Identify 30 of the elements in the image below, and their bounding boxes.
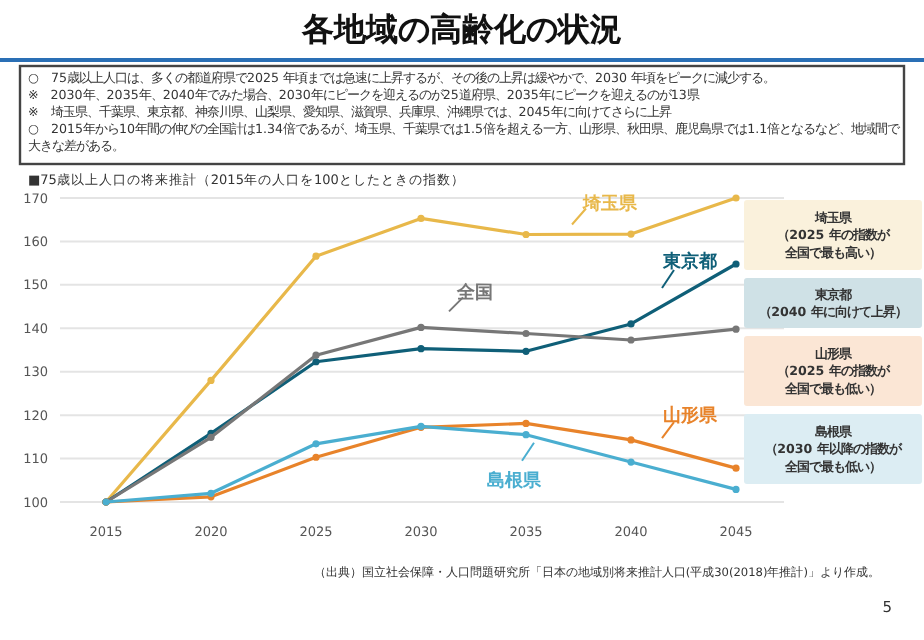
point [417,345,425,353]
series-label: 島根県 [487,469,543,492]
point [627,436,635,444]
point [522,329,530,338]
point [732,194,740,202]
series-label: 山形県 [663,405,719,428]
legend-label: 全国 [455,282,493,305]
point [207,376,215,384]
point [312,351,320,359]
legend-label: 埼玉県 [581,193,639,216]
point [312,252,320,260]
point [417,214,425,223]
point [522,431,530,439]
point [732,325,740,333]
point [522,230,530,239]
point [627,320,635,328]
point [732,485,740,494]
point [732,260,740,268]
point [312,358,320,366]
point [522,419,530,427]
point [312,440,320,448]
series-label: 東京都 [661,251,717,274]
chart-title: 各地域の高齢化の状況 [300,10,622,48]
point [627,458,635,466]
point [312,453,320,461]
point [627,336,635,344]
point [417,323,425,332]
point [732,464,740,472]
point [627,230,635,238]
point [522,347,530,355]
